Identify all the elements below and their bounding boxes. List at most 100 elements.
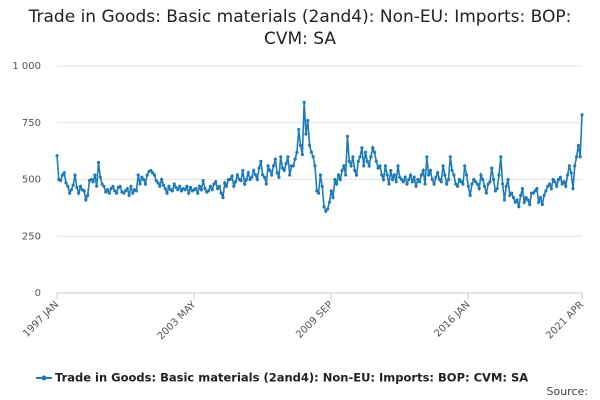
point xyxy=(493,189,498,193)
point xyxy=(497,173,501,177)
point xyxy=(259,159,263,163)
point xyxy=(520,186,525,191)
point xyxy=(143,182,148,186)
point xyxy=(167,184,171,188)
point xyxy=(369,155,373,159)
x-tick-label: 2016 JAN xyxy=(432,299,472,339)
point xyxy=(151,171,155,175)
point xyxy=(136,173,140,177)
point xyxy=(535,186,539,191)
point xyxy=(558,175,562,179)
point xyxy=(340,168,344,173)
point xyxy=(475,182,479,186)
point xyxy=(69,188,74,192)
point xyxy=(567,164,571,168)
point xyxy=(513,200,517,204)
point xyxy=(197,184,202,188)
point xyxy=(326,207,330,211)
point xyxy=(533,189,537,193)
point xyxy=(320,184,324,188)
point xyxy=(376,166,380,170)
point xyxy=(491,177,496,182)
point xyxy=(160,177,164,182)
point xyxy=(565,173,570,177)
point xyxy=(282,168,286,173)
point xyxy=(519,193,523,197)
x-tick-label: 2021 APR xyxy=(544,299,586,341)
point xyxy=(504,184,508,188)
point xyxy=(77,191,81,195)
point xyxy=(224,184,229,188)
point xyxy=(526,198,530,202)
point xyxy=(342,164,346,168)
point xyxy=(556,177,561,182)
point xyxy=(96,160,101,165)
point xyxy=(522,200,526,204)
point xyxy=(104,190,108,194)
point xyxy=(266,164,270,168)
point xyxy=(307,143,312,148)
point xyxy=(327,200,332,204)
point xyxy=(95,184,99,188)
point xyxy=(149,168,153,173)
point xyxy=(387,182,391,186)
point xyxy=(409,173,413,177)
point xyxy=(59,179,63,183)
point xyxy=(86,193,90,197)
point xyxy=(546,184,550,188)
point xyxy=(380,173,384,177)
point xyxy=(571,186,575,191)
point xyxy=(214,180,218,184)
point xyxy=(268,168,272,173)
point xyxy=(71,183,75,187)
y-tick-label: 1 000 xyxy=(12,61,41,72)
point xyxy=(356,159,360,163)
point xyxy=(217,184,221,188)
point xyxy=(244,177,249,182)
point xyxy=(60,173,65,177)
point xyxy=(329,189,333,193)
point xyxy=(461,182,465,186)
point xyxy=(398,175,402,179)
point xyxy=(111,184,115,188)
point xyxy=(178,184,182,188)
point xyxy=(396,164,400,168)
point xyxy=(322,205,326,209)
legend-label: Trade in Goods: Basic materials (2and4):… xyxy=(55,371,528,385)
point xyxy=(430,177,434,182)
y-tick-label: 500 xyxy=(22,175,41,186)
point xyxy=(100,182,104,186)
point xyxy=(560,182,564,186)
y-tick-label: 750 xyxy=(22,118,41,129)
point xyxy=(372,150,377,154)
point xyxy=(201,179,205,183)
point xyxy=(466,184,470,188)
point xyxy=(163,186,167,191)
point xyxy=(553,180,557,184)
point xyxy=(445,182,449,186)
point xyxy=(506,177,510,182)
point xyxy=(313,164,317,168)
point xyxy=(298,143,303,148)
point xyxy=(378,164,382,168)
point xyxy=(385,173,389,177)
point xyxy=(542,193,546,197)
point xyxy=(114,191,119,195)
point xyxy=(174,185,178,190)
point xyxy=(580,113,584,117)
point xyxy=(127,193,131,197)
point xyxy=(109,186,113,191)
point xyxy=(441,164,445,168)
point xyxy=(392,173,396,177)
point xyxy=(98,175,102,179)
point xyxy=(414,184,418,188)
point xyxy=(91,180,95,184)
point xyxy=(315,189,319,193)
x-tick-label: 1997 JAN xyxy=(21,299,61,339)
point xyxy=(113,189,117,193)
point xyxy=(172,182,176,186)
point xyxy=(284,162,288,166)
point xyxy=(288,173,292,177)
point xyxy=(573,164,577,168)
